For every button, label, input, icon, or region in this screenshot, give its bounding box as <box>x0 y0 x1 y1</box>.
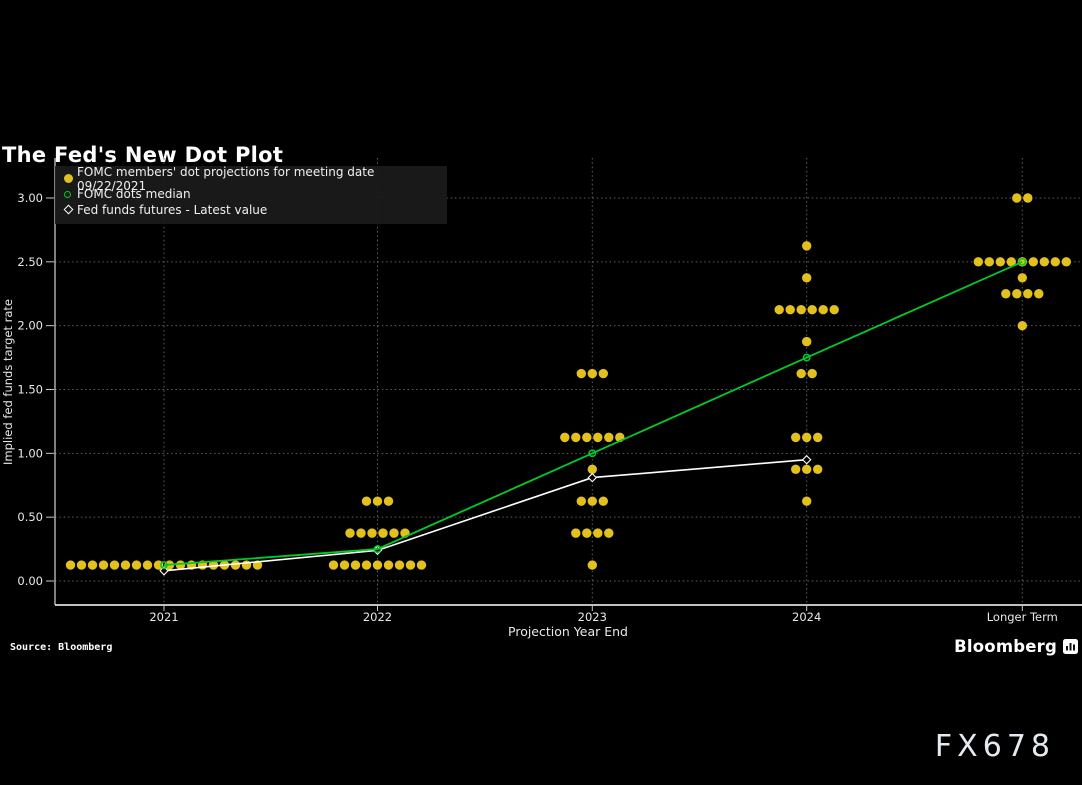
legend-label-futures: Fed funds futures - Latest value <box>77 202 268 217</box>
fomc-dot-clusters <box>65 193 1072 570</box>
fx678-watermark: FX678 <box>934 729 1055 764</box>
svg-text:1.50: 1.50 <box>17 382 43 396</box>
legend-label-median: FOMC dots median <box>77 187 191 202</box>
legend-item-dots: FOMC members' dot projections for meetin… <box>64 165 439 193</box>
svg-text:0.00: 0.00 <box>17 574 43 588</box>
legend-item-futures: Fed funds futures - Latest value <box>63 202 439 218</box>
futures-line <box>159 454 812 576</box>
svg-text:2022: 2022 <box>363 610 392 624</box>
svg-text:2024: 2024 <box>792 610 821 624</box>
page-title: The Fed's New Dot Plot <box>2 143 284 168</box>
legend: FOMC members' dot projections for meetin… <box>55 165 447 224</box>
y-axis-title: Implied fed funds target rate <box>1 299 15 465</box>
gridlines <box>55 158 1082 605</box>
legend-label-dots: FOMC members' dot projections for meetin… <box>77 164 375 193</box>
svg-text:0.50: 0.50 <box>17 510 43 524</box>
svg-text:2023: 2023 <box>578 610 607 624</box>
green-circle-icon <box>64 190 77 198</box>
bloomberg-wordmark: Bloomberg <box>954 637 1057 656</box>
axes <box>46 158 1082 611</box>
x-axis-title: Projection Year End <box>508 624 628 639</box>
source-note: Source: Bloomberg <box>10 642 113 653</box>
legend-item-median: FOMC dots median <box>64 187 439 203</box>
bloomberg-terminal-icon <box>1063 639 1078 654</box>
bloomberg-logo: Bloomberg <box>954 637 1078 656</box>
white-diamond-icon <box>63 204 77 215</box>
svg-text:3.00: 3.00 <box>17 191 43 205</box>
svg-text:1.00: 1.00 <box>17 446 43 460</box>
tick-labels: 0.00 0.50 1.00 1.50 2.00 2.50 3.00 2021 2022 2023… <box>17 191 1057 624</box>
svg-text:2021: 2021 <box>149 610 178 624</box>
svg-text:2.50: 2.50 <box>17 255 43 269</box>
svg-text:2.00: 2.00 <box>17 319 43 333</box>
svg-text:Longer Term: Longer Term <box>987 610 1058 624</box>
median-line <box>160 257 1027 569</box>
yellow-dot-icon <box>64 174 77 184</box>
